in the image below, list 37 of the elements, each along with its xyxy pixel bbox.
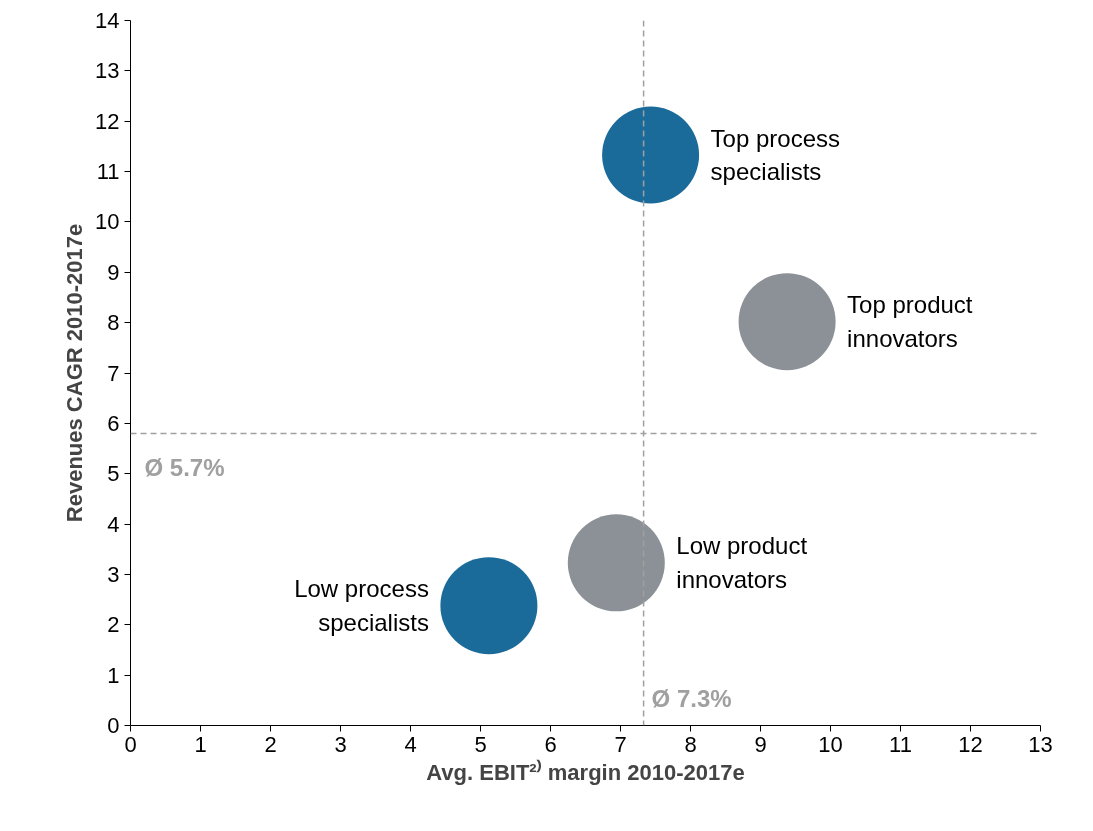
x-tick-label: 4 — [404, 731, 417, 757]
y-tick-label: 2 — [107, 612, 120, 638]
x-tick-label: 8 — [684, 731, 697, 757]
annotation: Low product innovators — [676, 532, 808, 594]
x-tick-label: 11 — [889, 731, 912, 757]
x-tick-label: 12 — [958, 731, 983, 757]
x-tick-label: 6 — [544, 731, 557, 757]
y-tick-label: 0 — [107, 713, 120, 738]
x-axis-title: Avg. EBIT²⁾ margin 2010-2017e — [426, 758, 745, 785]
y-tick-label: 9 — [107, 259, 120, 285]
y-tick-label: 1 — [107, 662, 120, 688]
x-tick-label: 5 — [474, 731, 487, 757]
x-tick-label: 2 — [264, 731, 277, 757]
annotation: Top process specialists — [710, 124, 841, 186]
y-tick-label: 4 — [107, 511, 120, 537]
y-tick-label: 3 — [107, 561, 120, 587]
annotation: Top product innovators — [847, 291, 973, 353]
ref-line-label: Ø 5.7% — [144, 454, 225, 482]
y-tick-label: 13 — [95, 58, 120, 84]
y-tick-label: 6 — [107, 410, 120, 436]
x-tick-label: 10 — [818, 731, 843, 757]
y-tick-label: 12 — [95, 108, 120, 134]
y-tick-label: 11 — [96, 159, 120, 185]
x-tick-label: 3 — [334, 731, 347, 757]
y-tick-label: 14 — [95, 8, 120, 33]
ref-line-label: Ø 7.3% — [651, 684, 732, 712]
y-tick-label: 7 — [107, 360, 120, 386]
y-tick-label: 10 — [95, 209, 120, 235]
y-tick-label: 8 — [107, 310, 120, 336]
x-tick-label: 0 — [124, 731, 137, 757]
y-tick-label: 5 — [107, 461, 120, 487]
x-tick-label: 7 — [614, 731, 627, 757]
annotation: Low process specialists — [294, 575, 429, 637]
x-tick-label: 9 — [754, 731, 767, 757]
y-axis-title: Revenues CAGR 2010-2017e — [62, 223, 88, 523]
x-tick-label: 13 — [1028, 731, 1053, 757]
x-tick-label: 1 — [194, 731, 207, 757]
